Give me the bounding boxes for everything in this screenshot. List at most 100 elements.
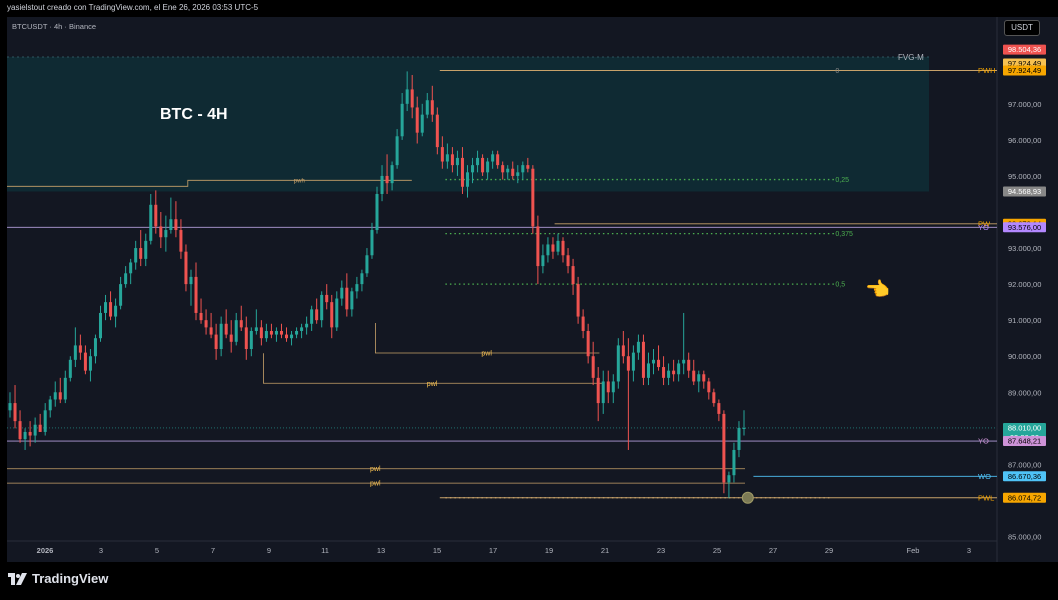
candle-body[interactable]: [274, 330, 278, 335]
candle-body[interactable]: [460, 157, 464, 187]
candle-body[interactable]: [541, 255, 545, 267]
candle-body[interactable]: [109, 302, 113, 317]
candle-body[interactable]: [365, 255, 369, 274]
candle-body[interactable]: [440, 147, 444, 162]
candle-body[interactable]: [194, 276, 198, 313]
candle-body[interactable]: [249, 330, 253, 350]
candle-body[interactable]: [641, 341, 645, 378]
candle-body[interactable]: [159, 226, 163, 238]
candle-body[interactable]: [315, 309, 319, 321]
candle-body[interactable]: [707, 381, 711, 393]
candle-body[interactable]: [692, 370, 696, 382]
candle-body[interactable]: [662, 367, 666, 378]
candle-body[interactable]: [154, 204, 158, 227]
candle-body[interactable]: [360, 273, 364, 285]
candle-body[interactable]: [476, 157, 480, 166]
candle-body[interactable]: [712, 392, 716, 404]
candle-body[interactable]: [134, 248, 138, 263]
candle-body[interactable]: [98, 312, 103, 339]
candle-body[interactable]: [390, 165, 394, 184]
candle-body[interactable]: [73, 345, 77, 360]
candle-body[interactable]: [13, 403, 17, 422]
candle-body[interactable]: [189, 276, 193, 285]
candle-body[interactable]: [48, 399, 52, 411]
candle-body[interactable]: [471, 165, 475, 173]
candle-body[interactable]: [78, 345, 82, 353]
candle-body[interactable]: [325, 294, 329, 303]
candle-body[interactable]: [531, 168, 535, 227]
candle-body[interactable]: [219, 323, 223, 350]
candle-body[interactable]: [350, 291, 354, 310]
candle-body[interactable]: [305, 323, 309, 328]
candle-body[interactable]: [370, 230, 374, 256]
candle-body[interactable]: [521, 165, 525, 173]
candle-body[interactable]: [214, 334, 218, 350]
candle-body[interactable]: [53, 392, 57, 400]
currency-button[interactable]: USDT: [1004, 20, 1040, 36]
candle-body[interactable]: [596, 377, 600, 404]
candle-body[interactable]: [677, 363, 681, 375]
candle-body[interactable]: [345, 287, 349, 310]
candle-body[interactable]: [129, 262, 133, 274]
tradingview-logo[interactable]: TradingView: [8, 571, 108, 586]
candle-body[interactable]: [18, 421, 22, 440]
candle-body[interactable]: [244, 327, 248, 350]
candle-body[interactable]: [601, 381, 605, 404]
candle-body[interactable]: [526, 165, 530, 169]
candle-body[interactable]: [430, 100, 434, 115]
candle-body[interactable]: [501, 165, 505, 173]
candle-body[interactable]: [737, 427, 741, 450]
candle-body[interactable]: [571, 266, 575, 285]
candle-body[interactable]: [742, 427, 746, 429]
candle-body[interactable]: [415, 107, 419, 133]
candle-body[interactable]: [340, 287, 344, 299]
candle-body[interactable]: [717, 403, 721, 414]
candle-body[interactable]: [631, 352, 635, 371]
candle-body[interactable]: [435, 114, 439, 148]
candle-body[interactable]: [33, 424, 37, 436]
candle-body[interactable]: [455, 157, 459, 166]
candle-body[interactable]: [546, 244, 550, 256]
candle-body[interactable]: [606, 381, 610, 393]
candle-body[interactable]: [481, 157, 485, 173]
candle-body[interactable]: [722, 413, 726, 483]
candle-body[interactable]: [149, 204, 153, 241]
candle-body[interactable]: [28, 431, 32, 436]
pw-segment-line[interactable]: [262, 353, 603, 384]
candle-body[interactable]: [591, 356, 595, 378]
candle-body[interactable]: [93, 338, 97, 357]
candle-body[interactable]: [727, 475, 731, 483]
candle-body[interactable]: [320, 294, 324, 321]
chart-canvas[interactable]: FVG-M BTCUSDT · 4h · Binance BTC - 4H pwh pw…: [0, 0, 1058, 562]
candle-body[interactable]: [380, 175, 384, 194]
candle-body[interactable]: [224, 323, 228, 335]
candle-body[interactable]: [375, 193, 379, 231]
candle-body[interactable]: [254, 327, 258, 331]
candle-body[interactable]: [657, 359, 661, 368]
candle-body[interactable]: [465, 172, 470, 187]
candle-body[interactable]: [279, 330, 283, 335]
candle-body[interactable]: [506, 168, 510, 173]
candle-body[interactable]: [581, 316, 585, 331]
candle-body[interactable]: [486, 161, 490, 173]
candle-body[interactable]: [174, 219, 178, 231]
candle-body[interactable]: [179, 230, 183, 252]
candle-body[interactable]: [651, 359, 656, 364]
candle-body[interactable]: [732, 449, 736, 476]
candle-body[interactable]: [38, 424, 42, 432]
candle-body[interactable]: [164, 230, 168, 238]
candle-body[interactable]: [124, 273, 128, 285]
candle-body[interactable]: [516, 172, 520, 176]
candle-body[interactable]: [450, 154, 454, 166]
candle-body[interactable]: [284, 334, 289, 339]
candle-body[interactable]: [229, 334, 233, 342]
candle-body[interactable]: [672, 370, 676, 375]
candle-body[interactable]: [335, 298, 339, 328]
candle-body[interactable]: [410, 89, 414, 108]
candle-body[interactable]: [330, 302, 334, 328]
candle-body[interactable]: [702, 374, 706, 382]
candle-body[interactable]: [58, 392, 62, 400]
candle-body[interactable]: [269, 330, 273, 335]
candle-body[interactable]: [144, 240, 148, 259]
candle-body[interactable]: [687, 359, 691, 371]
